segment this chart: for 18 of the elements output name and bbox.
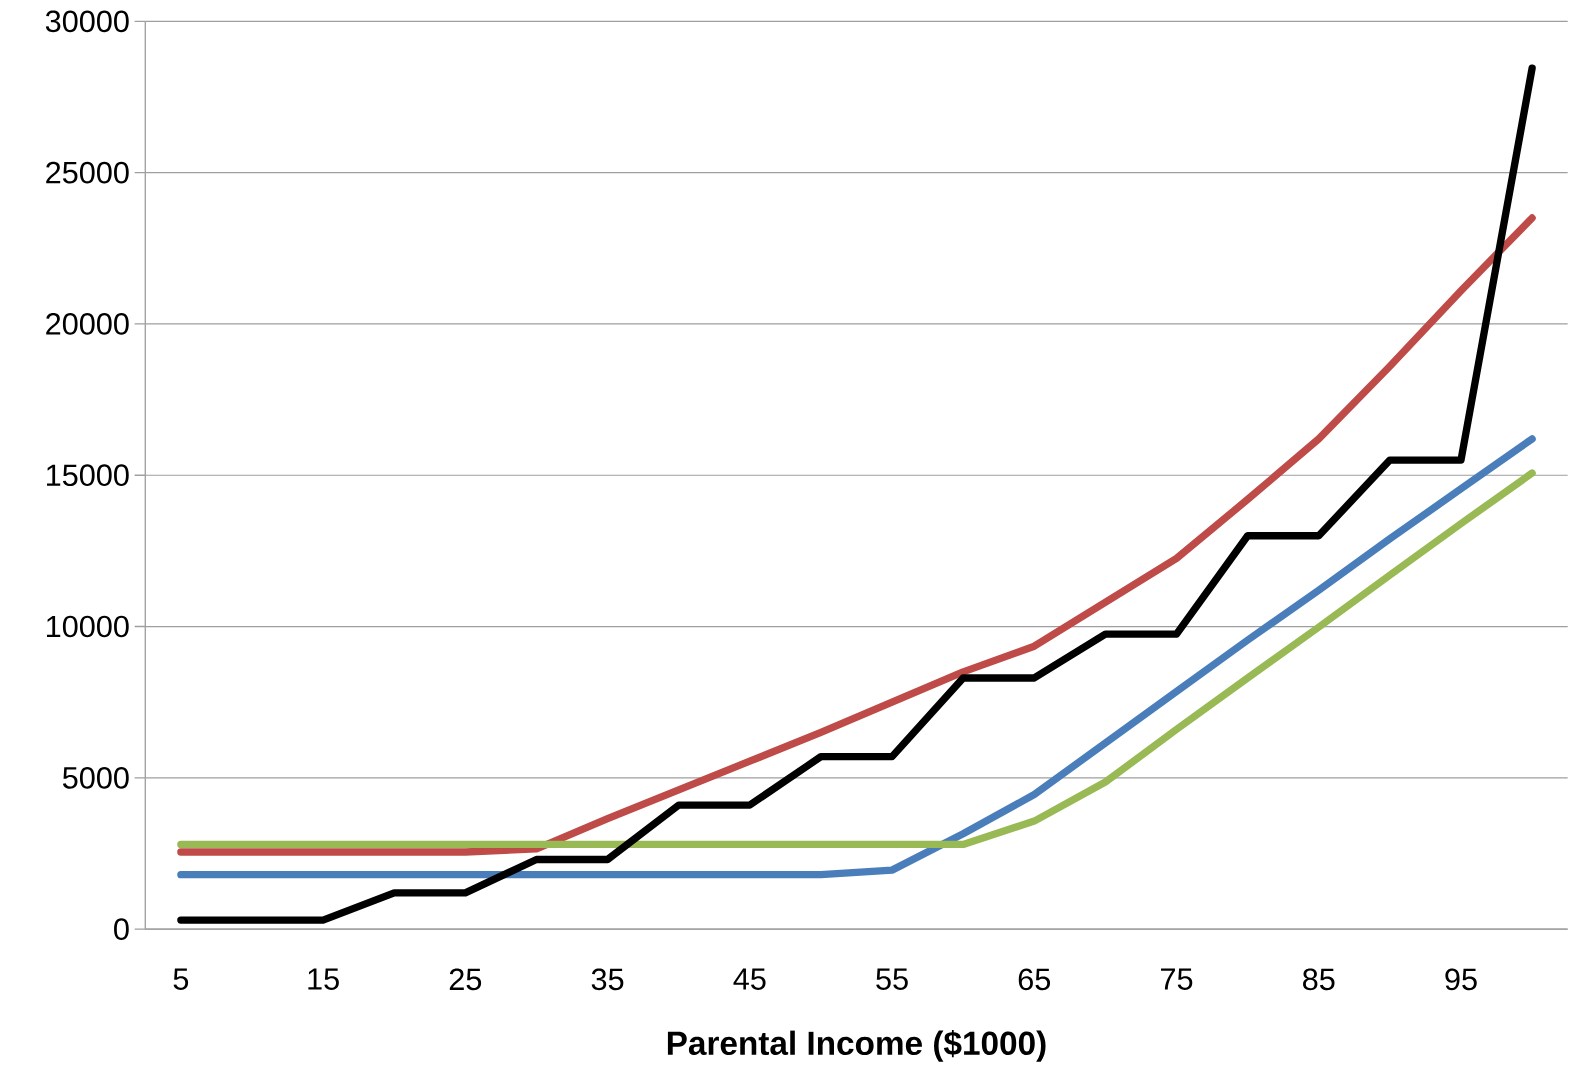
y-tick-label: 10000 (47, 615, 129, 638)
x-tick-label: 35 (591, 968, 624, 991)
y-tick-label: 15000 (47, 464, 129, 487)
x-axis-title: Parental Income ($1000) (667, 1030, 1046, 1062)
y-tick-label: 30000 (45, 10, 129, 33)
x-tick-label: 75 (1161, 968, 1193, 990)
y-tick-label: 25000 (46, 161, 129, 184)
x-tick-label: 65 (1018, 968, 1051, 991)
x-tick-label: 85 (1303, 968, 1335, 991)
x-tick-label: 55 (876, 968, 908, 990)
x-tick-label: 25 (449, 968, 482, 991)
y-tick-label: 0 (114, 918, 129, 941)
x-tick-label: 15 (308, 968, 339, 990)
y-tick-label: 5000 (62, 767, 129, 789)
x-tick-label: 95 (1445, 968, 1477, 991)
x-tick-label: 5 (173, 968, 189, 990)
x-tick-label: 45 (733, 968, 766, 990)
y-tick-label: 20000 (46, 313, 129, 335)
